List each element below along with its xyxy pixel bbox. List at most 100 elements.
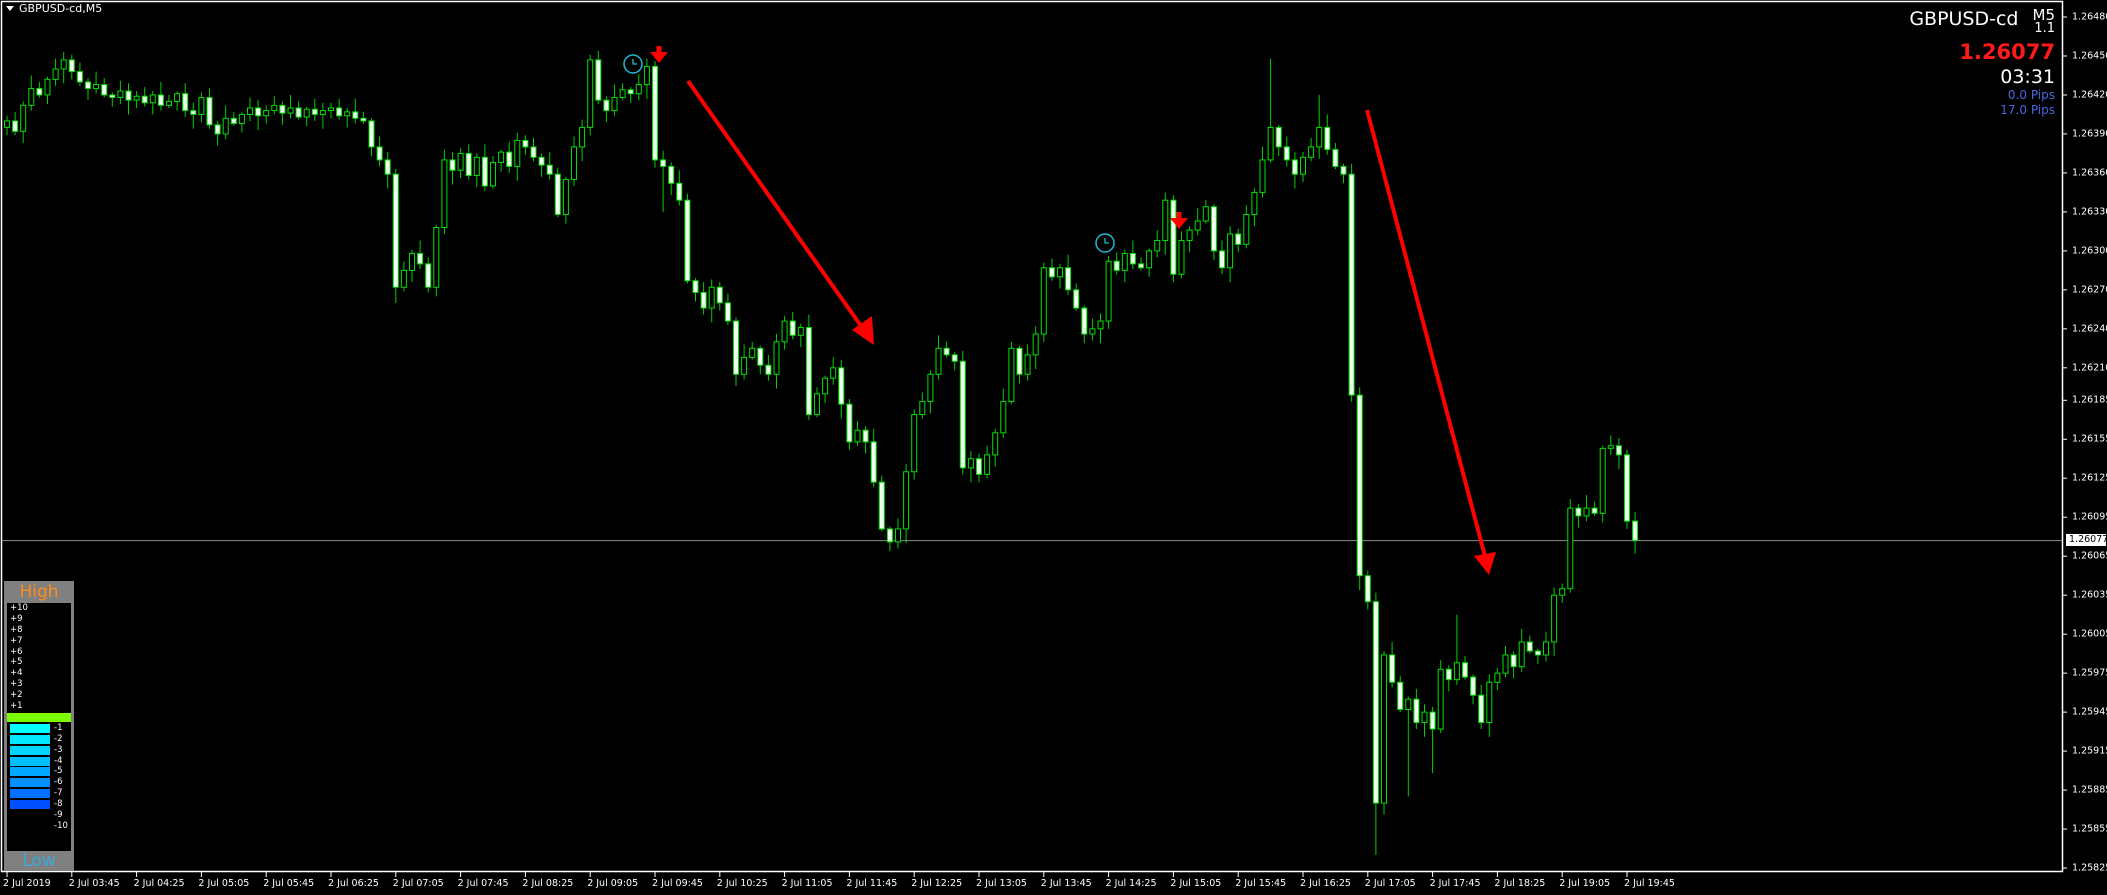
level-label: -4 xyxy=(54,755,63,766)
candle xyxy=(1154,230,1161,258)
strength-level-negative: -2 xyxy=(7,734,71,745)
candle-body xyxy=(741,356,748,375)
candle xyxy=(1146,248,1153,277)
candle xyxy=(1518,628,1525,672)
x-tick-label: 2 Jul 08:25 xyxy=(522,878,574,889)
candle xyxy=(174,91,181,111)
candle-body xyxy=(1235,233,1242,245)
candle-body xyxy=(984,454,991,475)
candle xyxy=(1551,587,1558,657)
candle xyxy=(554,167,561,218)
candle-body xyxy=(230,117,237,125)
candle xyxy=(951,352,958,371)
candle xyxy=(1283,136,1290,167)
candle xyxy=(214,120,221,146)
candle xyxy=(1599,445,1606,523)
candle xyxy=(1567,499,1574,593)
candle-body xyxy=(174,93,181,102)
timeframe-label: M5 xyxy=(2032,6,2056,24)
candle-body xyxy=(1057,267,1063,278)
chart-title[interactable]: GBPUSD-cd,M5 xyxy=(6,2,102,15)
strength-bar xyxy=(10,723,50,733)
candle-body xyxy=(1259,159,1266,193)
candle-body xyxy=(12,120,19,132)
candle-body xyxy=(76,71,83,83)
candle-body xyxy=(846,403,853,443)
candle xyxy=(692,278,699,302)
candle-body xyxy=(1494,672,1501,683)
candle xyxy=(1462,656,1468,680)
candle-body xyxy=(506,151,513,167)
candle xyxy=(700,282,707,315)
candle xyxy=(603,96,610,123)
pips-value-1: 0.0 Pips xyxy=(2007,88,2055,102)
candle-body xyxy=(1300,156,1306,175)
y-tick-label: 1.26480 xyxy=(2072,11,2107,23)
candle xyxy=(425,257,432,293)
candle-body xyxy=(400,269,407,288)
candle xyxy=(133,91,140,108)
candle-body xyxy=(652,65,658,161)
candle-body xyxy=(336,107,343,117)
candle xyxy=(1073,283,1080,311)
candle-body xyxy=(1405,698,1412,711)
candle-body xyxy=(571,146,577,180)
candle xyxy=(684,193,691,284)
candle xyxy=(255,100,262,131)
sell-signal-arrow-icon xyxy=(650,46,668,63)
candle-body xyxy=(660,159,667,167)
candle-body xyxy=(1381,654,1387,804)
candle xyxy=(1437,660,1444,733)
candle-body xyxy=(368,120,375,148)
candle-body xyxy=(1048,267,1055,278)
candle xyxy=(562,176,569,224)
candle-body xyxy=(522,139,529,148)
candle xyxy=(967,450,974,483)
candle xyxy=(522,135,529,155)
current-price-label: 1.26077 xyxy=(2066,534,2107,546)
candle xyxy=(1583,495,1590,522)
y-tick-label: 1.26300 xyxy=(2072,245,2107,257)
candle-body xyxy=(797,327,804,336)
candle-body xyxy=(749,347,756,358)
candle-body xyxy=(263,110,270,117)
candle-body xyxy=(1186,229,1193,241)
candle-body xyxy=(919,401,926,416)
candle xyxy=(619,83,626,101)
candle xyxy=(1040,262,1047,342)
candle xyxy=(976,453,982,483)
candle xyxy=(611,84,618,116)
candle-body xyxy=(1332,149,1339,167)
candle-body xyxy=(384,159,391,175)
dropdown-triangle-icon[interactable] xyxy=(6,6,14,11)
candle xyxy=(1632,512,1639,554)
candle-body xyxy=(344,111,351,117)
candle-body xyxy=(214,124,221,135)
candle-body xyxy=(20,104,27,132)
candle-body xyxy=(967,458,974,469)
candle-body xyxy=(1324,126,1331,151)
x-tick-label: 2 Jul 07:45 xyxy=(457,878,509,889)
candle xyxy=(392,169,399,303)
candle xyxy=(1332,143,1339,170)
currency-strength-panel: High +10 +9 +8 +7 +6 +5 +4 +3 +2 +1 -1 -2 -3 -4 -5 -6 -7… xyxy=(4,581,74,871)
y-tick-label: 1.26185 xyxy=(2072,394,2107,406)
candle xyxy=(733,317,739,387)
candle-body xyxy=(1105,260,1112,322)
strength-level-negative: -6 xyxy=(7,777,71,788)
level-label: -6 xyxy=(54,777,63,788)
candle xyxy=(319,102,326,129)
candle xyxy=(1502,645,1509,678)
strength-level-positive: +1 xyxy=(7,701,71,712)
x-tick-label: 2 Jul 13:45 xyxy=(1040,878,1092,889)
candle-body xyxy=(68,59,75,73)
strength-level-positive: +4 xyxy=(7,668,71,679)
candle xyxy=(1324,114,1331,155)
candle xyxy=(125,83,132,115)
candle xyxy=(433,224,440,297)
candle xyxy=(1356,387,1363,590)
candle-body xyxy=(635,84,642,95)
candle-body xyxy=(1073,289,1080,309)
candle-body xyxy=(457,152,464,171)
